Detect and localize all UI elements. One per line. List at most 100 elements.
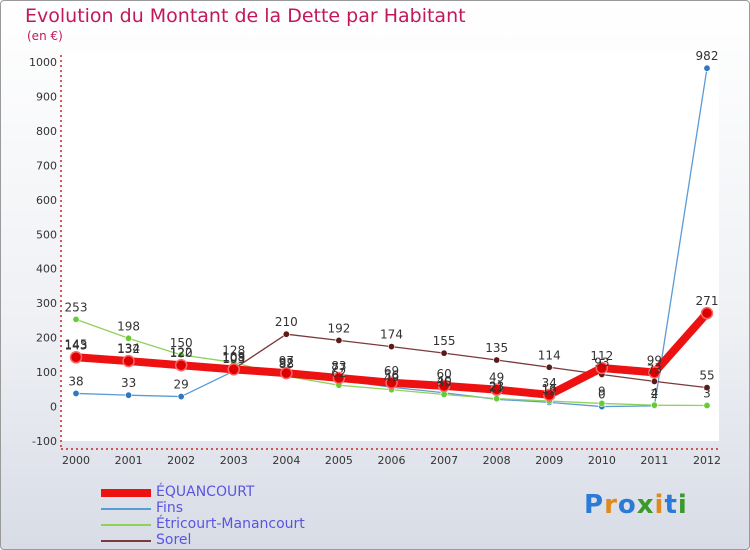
data-point-equancourt xyxy=(595,361,609,375)
data-label-equancourt: 112 xyxy=(590,349,613,363)
logo-letter: r xyxy=(604,490,618,520)
data-label-fins: 40 xyxy=(436,374,451,388)
data-point-equancourt xyxy=(648,366,661,379)
data-label-sorel: 145 xyxy=(65,338,88,352)
data-label-fins: 982 xyxy=(696,49,719,63)
data-label-equancourt: 143 xyxy=(65,338,88,352)
data-point-sorel xyxy=(282,330,290,338)
data-point-equancourt xyxy=(227,363,240,376)
x-tick-label: 2006 xyxy=(378,454,406,467)
x-tick-label: 2011 xyxy=(640,454,668,467)
y-tick-label: 500 xyxy=(36,228,57,241)
data-point-sorel xyxy=(545,363,553,371)
data-point-equancourt xyxy=(280,366,293,380)
data-point-etricourt-manancourt xyxy=(125,334,133,342)
data-point-equancourt xyxy=(490,383,503,396)
logo-letter: P xyxy=(584,490,605,520)
data-point-sorel xyxy=(493,356,501,364)
proxiti-logo: Proxiti xyxy=(584,490,688,520)
y-tick-label: 200 xyxy=(36,332,57,345)
data-label-equancourt: 83 xyxy=(331,359,346,373)
data-point-equancourt xyxy=(122,354,135,368)
data-point-equancourt xyxy=(174,358,188,372)
legend-swatch xyxy=(101,508,151,510)
data-label-equancourt: 49 xyxy=(489,371,504,385)
x-tick-label: 2005 xyxy=(325,454,353,467)
data-point-fins xyxy=(72,389,80,397)
data-point-etricourt-manancourt xyxy=(493,395,501,403)
data-label-etricourt-manancourt: 198 xyxy=(117,319,140,333)
data-label-equancourt: 120 xyxy=(170,346,193,360)
data-label-sorel: 122 xyxy=(170,346,193,360)
data-label-fins: 21 xyxy=(489,380,504,394)
data-label-etricourt-manancourt: 4 xyxy=(651,386,659,400)
data-point-equancourt xyxy=(385,376,398,390)
data-point-equancourt xyxy=(69,351,83,364)
data-label-sorel: 93 xyxy=(594,356,609,370)
data-point-etricourt-manancourt xyxy=(703,402,711,410)
legend-label: Étricourt-Manancourt xyxy=(156,516,305,532)
data-label-etricourt-manancourt: 150 xyxy=(170,336,193,350)
data-label-equancourt: 69 xyxy=(384,364,399,378)
data-label-fins: 12 xyxy=(542,383,557,397)
y-tick-label: 1000 xyxy=(29,56,57,69)
data-point-etricourt-manancourt xyxy=(598,399,606,407)
data-label-equancourt: 132 xyxy=(117,342,140,356)
data-label-fins: 0 xyxy=(598,388,606,402)
data-label-etricourt-manancourt: 62 xyxy=(331,366,346,380)
legend-label: Fins xyxy=(156,500,184,516)
data-label-equancourt: 271 xyxy=(696,294,719,308)
data-label-sorel: 134 xyxy=(117,341,140,355)
x-tick-label: 2003 xyxy=(220,454,248,467)
data-label-sorel: 114 xyxy=(538,348,561,362)
data-label-etricourt-manancourt: 88 xyxy=(279,357,294,371)
x-tick-label: 2000 xyxy=(62,454,90,467)
x-tick-label: 2007 xyxy=(430,454,458,467)
data-point-fins xyxy=(125,391,133,399)
data-label-sorel: 210 xyxy=(275,315,298,329)
data-label-etricourt-manancourt: 16 xyxy=(542,382,557,396)
data-label-equancourt: 34 xyxy=(542,376,557,390)
data-label-fins: 38 xyxy=(68,374,83,388)
data-label-etricourt-manancourt: 253 xyxy=(65,300,88,314)
y-tick-label: 400 xyxy=(36,263,57,276)
data-label-etricourt-manancourt: 35 xyxy=(436,375,451,389)
data-label-etricourt-manancourt: 23 xyxy=(489,380,504,394)
logo-letter: o xyxy=(617,490,637,520)
data-label-etricourt-manancourt: 9 xyxy=(598,384,606,398)
y-tick-label: -100 xyxy=(32,435,57,448)
y-tick-label: 600 xyxy=(36,194,57,207)
data-label-fins: 29 xyxy=(174,378,189,392)
data-label-sorel: 109 xyxy=(222,350,245,364)
data-label-fins: 92 xyxy=(279,356,294,370)
x-tick-label: 2002 xyxy=(167,454,195,467)
legend-swatch xyxy=(101,540,151,542)
data-label-sorel: 155 xyxy=(433,334,456,348)
y-tick-label: 700 xyxy=(36,159,57,172)
legend-label: ÉQUANCOURT xyxy=(156,484,255,500)
data-point-fins xyxy=(703,64,711,72)
x-tick-label: 2009 xyxy=(535,454,563,467)
chart-unit-label: (en €) xyxy=(27,29,63,43)
x-tick-label: 2008 xyxy=(483,454,511,467)
logo-letter: i xyxy=(654,490,665,520)
data-point-etricourt-manancourt xyxy=(72,315,80,323)
data-point-etricourt-manancourt xyxy=(440,390,448,398)
data-point-fins xyxy=(177,393,185,401)
data-label-equancourt: 108 xyxy=(222,350,245,364)
data-label-fins: 77 xyxy=(331,361,346,375)
data-label-fins: 2 xyxy=(651,387,659,401)
data-point-equancourt xyxy=(437,379,451,393)
y-tick-label: 900 xyxy=(36,90,57,103)
y-tick-label: 0 xyxy=(50,401,57,414)
data-point-sorel xyxy=(387,343,395,351)
data-point-etricourt-manancourt xyxy=(650,401,658,409)
x-tick-label: 2010 xyxy=(588,454,616,467)
data-label-sorel: 73 xyxy=(647,362,662,376)
data-label-equancourt: 60 xyxy=(436,367,451,381)
data-label-etricourt-manancourt: 128 xyxy=(222,343,245,357)
x-tick-label: 2001 xyxy=(115,454,143,467)
data-point-sorel xyxy=(440,349,448,357)
